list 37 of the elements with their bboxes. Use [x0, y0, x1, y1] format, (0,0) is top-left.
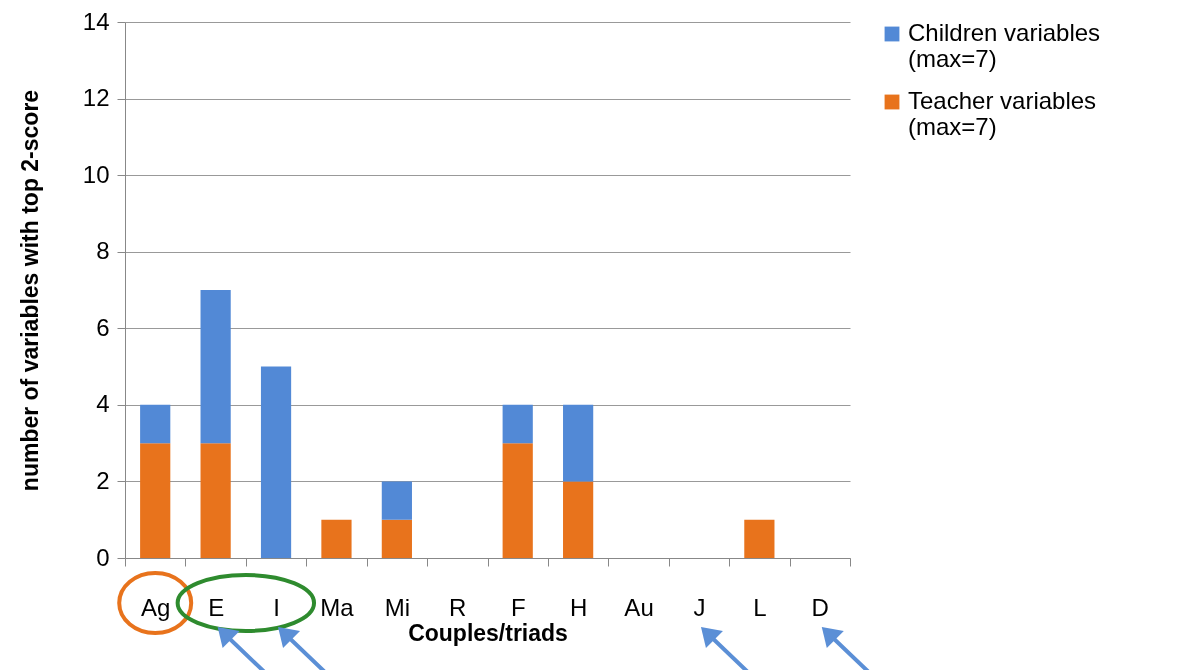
y-axis-title: number of variables with top 2-score — [16, 89, 43, 492]
x-tick-label: J — [693, 593, 706, 621]
bar — [140, 443, 171, 558]
x-tick-label: Ag — [141, 593, 171, 621]
y-tick-label: 12 — [82, 84, 110, 112]
y-tick-label: 8 — [96, 237, 110, 265]
legend-label: Teacher variables (max=7) — [908, 87, 1097, 140]
bar — [563, 481, 594, 558]
x-tick-label: H — [569, 593, 588, 621]
bar — [200, 290, 231, 444]
y-tick-label: 4 — [96, 390, 110, 418]
bar — [140, 404, 171, 444]
bar — [563, 404, 594, 482]
x-tick-label: I — [273, 593, 280, 621]
y-tick-label: 0 — [96, 543, 110, 571]
y-tick-label: 6 — [96, 313, 110, 341]
bar — [381, 481, 412, 520]
x-tick-label: Ma — [320, 593, 355, 621]
bar — [200, 443, 231, 558]
x-tick-label: R — [449, 593, 467, 621]
y-tick-label: 10 — [82, 160, 110, 188]
x-axis-title: Couples/triads — [408, 619, 568, 646]
x-tick-label: F — [510, 593, 526, 621]
x-tick-label: E — [208, 593, 225, 621]
x-tick-label: Au — [624, 593, 654, 621]
bar — [502, 404, 533, 444]
legend-label: Children variables (max=7) — [908, 19, 1101, 72]
y-tick-label: 2 — [96, 466, 110, 494]
bar — [744, 519, 775, 558]
x-tick-label: D — [811, 593, 829, 621]
bar — [502, 443, 533, 558]
bar — [321, 519, 352, 558]
bar — [381, 519, 412, 558]
x-tick-label: Mi — [384, 593, 411, 621]
y-tick-label: 14 — [82, 7, 110, 35]
bar — [260, 366, 292, 558]
x-tick-label: L — [753, 593, 767, 621]
